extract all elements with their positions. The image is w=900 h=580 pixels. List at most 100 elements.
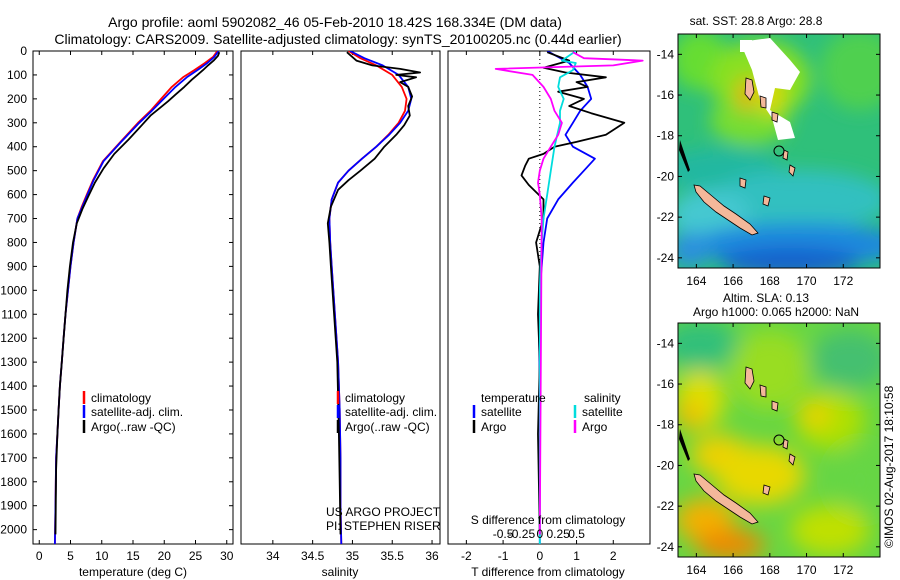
depth-tick-label: 400 xyxy=(7,140,27,154)
depth-tick-label: 1900 xyxy=(0,499,27,513)
legend-argo: Argo(..raw -QC) xyxy=(345,420,430,434)
depth-tick-label: 800 xyxy=(7,235,27,249)
temperature-axes xyxy=(32,50,234,545)
map-x-tick-label: 164 xyxy=(686,563,706,577)
depth-tick-label: 300 xyxy=(7,116,27,130)
s-diff-tick-label: 0.25 xyxy=(547,527,571,541)
argo-position-marker xyxy=(773,145,785,157)
x-tick-label: 0 xyxy=(36,549,43,563)
map-x-tick-label: 164 xyxy=(686,274,706,288)
map-y-tick-label: -16 xyxy=(657,377,675,391)
legend-s-argo: Argo xyxy=(582,420,608,434)
salinity-xticks: 34 34.5 35 35.5 36 xyxy=(266,51,439,563)
map-x-tick-label: 166 xyxy=(723,274,743,288)
x-tick-label: 34.5 xyxy=(301,549,325,563)
depth-tick-label: 100 xyxy=(7,68,27,82)
map-x-tick-label: 172 xyxy=(833,563,853,577)
temperature-xlabel: temperature (deg C) xyxy=(79,565,187,579)
map-x-tick-label: 166 xyxy=(723,563,743,577)
salinity-legend: climatology satellite-adj. clim. Argo(..… xyxy=(336,391,437,434)
legend-title-temperature: temperature xyxy=(481,391,546,405)
x-tick-label: 2 xyxy=(610,549,617,563)
map-x-tick-label: 168 xyxy=(760,274,780,288)
legend-s-satellite: satellite xyxy=(582,405,623,419)
depth-tick-label: 1700 xyxy=(0,451,27,465)
depth-tick-label: 900 xyxy=(7,259,27,273)
map-y-tick-label: -16 xyxy=(657,88,675,102)
x-tick-label: 20 xyxy=(158,549,172,563)
x-tick-label: 36 xyxy=(425,549,439,563)
map-y-tick-label: -24 xyxy=(657,540,675,554)
depth-tick-label: 1600 xyxy=(0,427,27,441)
depth-tick-label: 600 xyxy=(7,188,27,202)
depth-tick-label: 200 xyxy=(7,92,27,106)
project-annotation: US ARGO PROJECT xyxy=(326,505,441,519)
map-x-tick-label: 168 xyxy=(760,563,780,577)
map-y-tick-label: -18 xyxy=(657,418,675,432)
depth-tick-label: 1500 xyxy=(0,403,27,417)
legend-t-argo: Argo xyxy=(481,420,507,434)
sla-map-ticks: 164 166 168 170 172 -14 -16 -18 -20 -22 -24 xyxy=(657,323,880,577)
x-tick-label: 25 xyxy=(189,549,203,563)
sst-map-title: sat. SST: 28.8 Argo: 28.8 xyxy=(690,14,823,28)
map-y-tick-label: -14 xyxy=(657,336,675,350)
difference-panel: -2 -1 0 1 2 T difference from climatology S … xyxy=(447,50,651,579)
x-tick-label: 35.5 xyxy=(381,549,405,563)
temperature-series xyxy=(54,51,221,544)
depth-tick-label: 1800 xyxy=(0,475,27,489)
legend-satellite: satellite-adj. clim. xyxy=(91,405,183,419)
depth-tick-label: 1200 xyxy=(0,331,27,345)
legend-t-satellite: satellite xyxy=(481,405,522,419)
x-tick-label: 10 xyxy=(95,549,109,563)
x-tick-label: 35 xyxy=(346,549,360,563)
depth-tick-label: 700 xyxy=(7,212,27,226)
map-y-tick-label: -14 xyxy=(657,47,675,61)
depth-tick-label: 0 xyxy=(20,44,27,58)
legend-satellite: satellite-adj. clim. xyxy=(345,405,437,419)
sla-map-title: Altim. SLA: 0.13 xyxy=(723,291,809,305)
difference-legend: temperature salinity satellite Argo sate… xyxy=(472,391,623,434)
legend-climatology: climatology xyxy=(91,391,151,405)
t-difference-xlabel: T difference from climatology xyxy=(471,565,625,579)
difference-axes xyxy=(447,50,651,545)
sla-map-subtitle: Argo h1000: 0.065 h2000: NaN xyxy=(693,305,859,319)
map-y-tick-label: -22 xyxy=(657,210,675,224)
x-tick-label: -2 xyxy=(461,549,472,563)
legend-title-salinity: salinity xyxy=(584,391,621,405)
s-diff-tick-label: -0.5 xyxy=(493,527,514,541)
salinity-diff-ticks: -0.5-0.25 0 0.250.5 xyxy=(493,527,585,541)
s-difference-label: S difference from climatology xyxy=(471,513,626,527)
map-y-tick-label: -22 xyxy=(657,499,675,513)
x-tick-label: 5 xyxy=(67,549,74,563)
map-y-tick-label: -20 xyxy=(657,169,675,183)
legend-climatology: climatology xyxy=(345,391,405,405)
depth-tick-label: 500 xyxy=(7,164,27,178)
series-line-s-argo xyxy=(494,51,644,535)
depth-tick-label: 2000 xyxy=(0,523,27,537)
x-tick-label: 15 xyxy=(126,549,140,563)
x-tick-label: 0 xyxy=(536,549,543,563)
s-diff-tick-label: -0.25 xyxy=(508,527,536,541)
s-diff-tick-label: 0 xyxy=(536,527,543,541)
map-x-tick-label: 172 xyxy=(833,274,853,288)
salinity-series xyxy=(326,51,422,544)
map-x-tick-label: 170 xyxy=(797,563,817,577)
map-y-tick-label: -20 xyxy=(657,458,675,472)
depth-tick-label: 1300 xyxy=(0,355,27,369)
x-tick-label: 34 xyxy=(266,549,280,563)
header-line-1: Argo profile: aoml 5902082_46 05-Feb-201… xyxy=(108,14,562,30)
x-tick-label: 30 xyxy=(220,549,234,563)
temperature-xticks: 0 5 10 15 20 25 30 xyxy=(36,51,234,563)
pi-annotation: PI: STEPHEN RISER xyxy=(326,519,441,533)
map-x-tick-label: 170 xyxy=(797,274,817,288)
temperature-panel: 0100200300400500600700800900100011001200… xyxy=(0,44,650,579)
legend-argo: Argo(..raw -QC) xyxy=(91,420,176,434)
s-diff-tick-label: 0.5 xyxy=(568,527,585,541)
depth-tick-label: 1100 xyxy=(1,307,27,321)
difference-series xyxy=(494,51,644,544)
salinity-xlabel: salinity xyxy=(322,565,359,579)
sst-map-ticks: 164 166 168 170 172 -14 -16 -18 -20 -22 -24 xyxy=(657,34,880,288)
series-line-argo xyxy=(326,51,422,535)
series-line-argo xyxy=(54,51,221,535)
